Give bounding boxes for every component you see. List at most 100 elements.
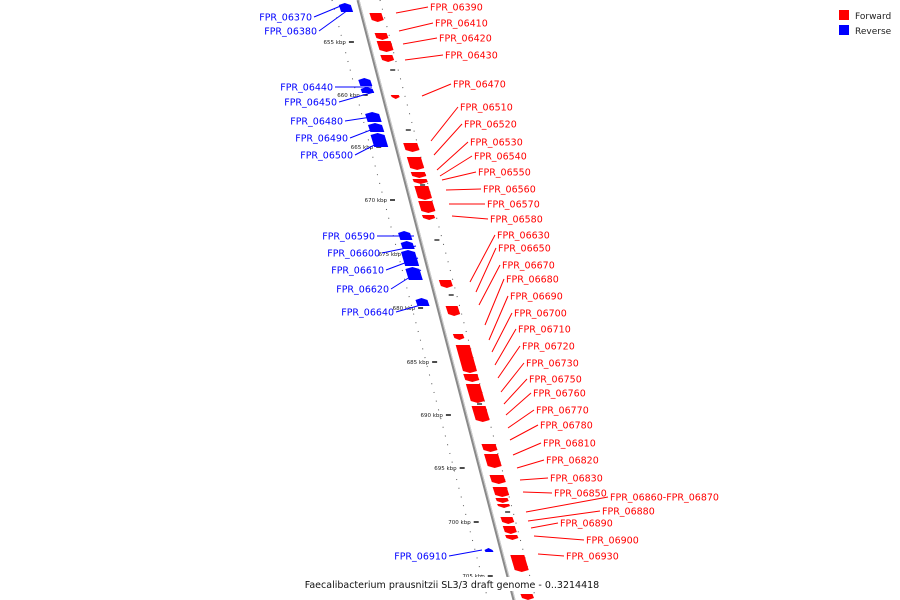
gene-label[interactable]: FPR_06370 [259, 13, 312, 24]
gene-block[interactable] [360, 87, 375, 93]
gene-label[interactable]: FPR_06560 [483, 185, 536, 196]
gene-label[interactable]: FPR_06850 [554, 489, 607, 500]
gene-label[interactable]: FPR_06550 [478, 168, 531, 179]
gene-block[interactable] [463, 374, 480, 382]
gene-block[interactable] [403, 143, 420, 152]
legend-reverse-swatch [839, 25, 849, 35]
gene-label[interactable]: FPR_06570 [487, 200, 540, 211]
gene-block[interactable] [338, 3, 354, 12]
gene-label[interactable]: FPR_06750 [529, 375, 582, 386]
genome-axis [356, 0, 516, 600]
gene-label[interactable]: FPR_06780 [540, 421, 593, 432]
gene-label[interactable]: FPR_06760 [533, 389, 586, 400]
gene-block[interactable] [358, 78, 373, 86]
gene-block[interactable] [418, 201, 436, 213]
gene-block[interactable] [500, 517, 515, 524]
leader-line [519, 477, 549, 481]
gene-label[interactable]: FPR_06440 [280, 83, 333, 94]
gene-block[interactable] [369, 13, 384, 22]
gene-label[interactable]: FPR_06540 [474, 152, 527, 163]
gene-label[interactable]: FPR_06610 [331, 266, 384, 277]
gene-label[interactable]: FPR_06500 [300, 151, 353, 162]
gene-block[interactable] [481, 444, 498, 452]
gene-block[interactable] [510, 555, 529, 572]
tick-label: 700 kbp [448, 520, 471, 526]
gene-block[interactable] [520, 594, 534, 600]
leader-line [395, 6, 429, 14]
leader-line [509, 424, 539, 441]
gene-block[interactable] [492, 487, 510, 497]
gene-label[interactable]: FPR_06600 [327, 249, 380, 260]
gene-label[interactable]: FPR_06620 [336, 285, 389, 296]
gene-label[interactable]: FPR_06710 [518, 325, 571, 336]
gene-label[interactable]: FPR_06700 [514, 309, 567, 320]
gene-label[interactable]: FPR_06380 [264, 27, 317, 38]
gene-label[interactable]: FPR_06810 [543, 439, 596, 450]
gene-label[interactable]: FPR_06640 [341, 308, 394, 319]
gene-label[interactable]: FPR_06880 [602, 507, 655, 518]
gene-block[interactable] [497, 504, 511, 508]
gene-label[interactable]: FPR_06420 [439, 34, 492, 45]
gene-block[interactable] [376, 41, 394, 52]
gene-label[interactable]: FPR_06450 [284, 98, 337, 109]
gene-label[interactable]: FPR_06890 [560, 519, 613, 530]
gene-block[interactable] [502, 526, 517, 534]
gene-label[interactable]: FPR_06900 [586, 536, 639, 547]
gene-block[interactable] [390, 95, 400, 99]
gene-label[interactable]: FPR_06650 [498, 244, 551, 255]
leader-line [533, 535, 585, 541]
gene-label[interactable]: FPR_06510 [460, 103, 513, 114]
gene-block[interactable] [370, 133, 389, 147]
gene-block[interactable] [414, 186, 432, 200]
leader-line [500, 362, 525, 393]
gene-block[interactable] [484, 454, 502, 468]
gene-block[interactable] [471, 406, 490, 422]
gene-label[interactable]: FPR_06390 [430, 3, 483, 14]
gene-label[interactable]: FPR_06860-FPR_06870 [610, 493, 719, 504]
gene-block[interactable] [401, 250, 420, 266]
gene-label[interactable]: FPR_06690 [510, 292, 563, 303]
gene-label[interactable]: FPR_06520 [464, 120, 517, 131]
gene-block[interactable] [445, 306, 461, 316]
gene-label[interactable]: FPR_06630 [497, 231, 550, 242]
gene-block[interactable] [410, 172, 427, 178]
gene-label[interactable]: FPR_06680 [506, 275, 559, 286]
leader-line [522, 491, 553, 494]
gene-label[interactable]: FPR_06730 [526, 359, 579, 370]
gene-block[interactable] [412, 179, 428, 184]
gene-label[interactable]: FPR_06530 [470, 138, 523, 149]
gene-block[interactable] [505, 535, 519, 540]
gene-block[interactable] [484, 548, 494, 552]
gene-label[interactable]: FPR_06770 [536, 406, 589, 417]
gene-label[interactable]: FPR_06930 [566, 552, 619, 563]
tick-label: 665 kbp [351, 145, 374, 151]
gene-label[interactable]: FPR_06720 [522, 342, 575, 353]
gene-block[interactable] [421, 215, 436, 220]
leader-line [398, 22, 434, 32]
map-caption: Faecalibacterium prausnitzii SL3/3 draft… [305, 580, 599, 591]
gene-label[interactable]: FPR_06490 [295, 134, 348, 145]
gene-block[interactable] [455, 345, 477, 373]
gene-label[interactable]: FPR_06590 [322, 232, 375, 243]
gene-label[interactable]: FPR_06410 [435, 19, 488, 30]
gene-label[interactable]: FPR_06480 [290, 117, 343, 128]
gene-block[interactable] [380, 55, 395, 62]
gene-label[interactable]: FPR_06430 [445, 51, 498, 62]
gene-label[interactable]: FPR_06470 [453, 80, 506, 91]
gene-label[interactable]: FPR_06830 [550, 474, 603, 485]
leader-line [448, 549, 483, 557]
gene-block[interactable] [374, 33, 389, 40]
gene-block[interactable] [406, 157, 425, 170]
gene-label[interactable]: FPR_06580 [490, 215, 543, 226]
gene-label[interactable]: FPR_06820 [546, 456, 599, 467]
legend: Forward Reverse [839, 10, 892, 37]
gene-label[interactable]: FPR_06910 [394, 552, 447, 563]
gene-block[interactable] [465, 384, 485, 403]
gene-label[interactable]: FPR_06670 [502, 261, 555, 272]
leader-line [491, 312, 513, 353]
gene-block[interactable] [495, 498, 509, 503]
gene-block[interactable] [452, 334, 465, 340]
gene-block[interactable] [438, 280, 453, 288]
gene-block[interactable] [489, 475, 506, 484]
leader-line [395, 302, 429, 313]
